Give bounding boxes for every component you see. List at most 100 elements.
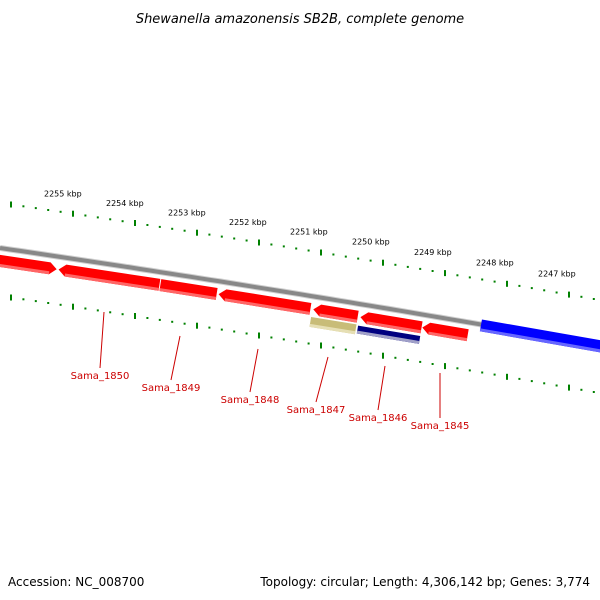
inner-scale-tick bbox=[419, 360, 422, 363]
gene-label[interactable]: Sama_1846 bbox=[349, 413, 408, 424]
outer-scale-tick bbox=[22, 205, 25, 208]
inner-scale-tick bbox=[394, 356, 397, 359]
gene-labels: Sama_1850Sama_1849Sama_1848Sama_1847Sama… bbox=[71, 311, 470, 432]
inner-scale-tick bbox=[146, 317, 149, 319]
inner-scale-tick bbox=[282, 338, 285, 341]
inner-scale-tick bbox=[72, 303, 74, 310]
cds-sama-1845 bbox=[422, 322, 469, 342]
gene-label[interactable]: Sama_1845 bbox=[411, 421, 470, 432]
inner-scale-tick bbox=[233, 330, 236, 333]
gene-leader-line bbox=[99, 311, 105, 369]
outer-scale-tick bbox=[406, 265, 409, 268]
outer-scale-tick bbox=[357, 257, 360, 260]
inner-scale-tick bbox=[382, 352, 384, 359]
cds-sama-1850 bbox=[58, 264, 161, 291]
outer-scale-tick bbox=[369, 259, 372, 262]
outer-scale-tick bbox=[258, 239, 260, 246]
outer-scale-tick bbox=[270, 243, 273, 246]
kbp-label: 2247 kbp bbox=[538, 269, 576, 278]
kbp-labels: 2255 kbp 2254 kbp 2253 kbp 2252 kbp 2251 kbp… bbox=[44, 190, 576, 279]
gene-label[interactable]: Sama_1849 bbox=[142, 383, 201, 394]
inner-scale-tick bbox=[320, 342, 322, 349]
inner-scale-tick bbox=[481, 371, 484, 374]
kbp-label: 2250 kbp bbox=[352, 238, 390, 247]
kbp-label: 2253 kbp bbox=[168, 208, 206, 217]
genome-summary-text: Topology: circular; Length: 4,306,142 bp… bbox=[259, 575, 590, 589]
kbp-label: 2249 kbp bbox=[414, 248, 452, 257]
outer-scale-tick bbox=[506, 280, 508, 287]
scale-ticks bbox=[10, 201, 595, 393]
inner-scale-tick bbox=[555, 384, 558, 387]
cds-sama-1846 bbox=[360, 312, 423, 334]
gene-label[interactable]: Sama_1847 bbox=[287, 405, 346, 416]
outer-scale-tick bbox=[456, 274, 459, 277]
inner-scale-tick bbox=[518, 377, 521, 380]
genome-title: Shewanella amazonensis SB2B, complete ge… bbox=[136, 12, 464, 27]
inner-scale-tick bbox=[109, 311, 112, 314]
inner-scale-tick bbox=[84, 307, 87, 310]
inner-scale-tick bbox=[506, 373, 508, 380]
kbp-label: 2255 kbp bbox=[44, 190, 82, 199]
outer-scale-tick bbox=[134, 220, 136, 226]
inner-scale-tick bbox=[258, 332, 260, 339]
inner-scale-tick bbox=[568, 384, 570, 391]
outer-scale-tick bbox=[109, 218, 112, 221]
gene-label[interactable]: Sama_1850 bbox=[71, 371, 130, 382]
outer-scale-tick bbox=[568, 291, 570, 298]
inner-scale-tick bbox=[22, 298, 25, 301]
outer-scale-tick bbox=[592, 298, 595, 300]
gene-leader-line bbox=[377, 365, 386, 411]
outer-scale-tick bbox=[332, 253, 335, 256]
inner-scale-tick bbox=[121, 313, 124, 316]
inner-scale-tick bbox=[344, 348, 347, 351]
outer-scale-tick bbox=[196, 229, 198, 236]
outer-scale-tick bbox=[382, 259, 384, 266]
inner-scale-tick bbox=[468, 369, 471, 372]
outer-scale-tick bbox=[282, 245, 285, 248]
inner-scale-tick bbox=[34, 300, 37, 303]
outer-scale-tick bbox=[555, 291, 558, 294]
inner-scale-tick bbox=[456, 367, 459, 370]
outer-scale-tick bbox=[320, 249, 322, 256]
gene-leader-line bbox=[249, 348, 259, 393]
inner-scale-tick bbox=[208, 326, 211, 329]
outer-scale-tick bbox=[233, 237, 236, 240]
cds-sama-1850-left bbox=[0, 254, 57, 275]
outer-scale-tick bbox=[34, 207, 37, 210]
outer-scale-tick bbox=[307, 249, 310, 252]
inner-scale-tick bbox=[134, 313, 136, 319]
outer-scale-tick bbox=[158, 225, 161, 228]
feature-blue bbox=[479, 319, 600, 353]
outer-scale-tick bbox=[10, 201, 12, 208]
inner-scale-tick bbox=[196, 322, 198, 329]
kbp-label: 2248 kbp bbox=[476, 259, 514, 268]
outer-scale-tick bbox=[96, 216, 99, 219]
gene-leader-line bbox=[315, 356, 329, 403]
outer-scale-tick bbox=[47, 209, 50, 211]
feature-tan bbox=[309, 316, 357, 335]
cds-sama-1847 bbox=[313, 304, 359, 323]
inner-scale-tick bbox=[183, 322, 186, 325]
inner-scale-tick bbox=[580, 388, 583, 391]
outer-scale-tick bbox=[171, 227, 174, 230]
outer-scale-tick bbox=[121, 220, 124, 223]
inner-scale-tick bbox=[493, 373, 496, 376]
outer-scale-tick bbox=[146, 224, 149, 226]
feature-navy bbox=[356, 325, 421, 344]
inner-scale-tick bbox=[530, 380, 533, 383]
outer-scale-tick bbox=[84, 214, 87, 217]
outer-scale-tick bbox=[431, 270, 434, 272]
inner-scale-tick bbox=[431, 363, 434, 365]
outer-scale-tick bbox=[220, 235, 223, 238]
outer-scale-tick bbox=[344, 255, 347, 258]
gene-label[interactable]: Sama_1848 bbox=[221, 395, 280, 406]
inner-scale-tick bbox=[543, 382, 546, 385]
inner-scale-tick bbox=[332, 346, 335, 349]
outer-scale-tick bbox=[481, 278, 484, 281]
inner-scale-tick bbox=[158, 318, 161, 321]
inner-scale-tick bbox=[96, 309, 99, 312]
inner-scale-tick bbox=[444, 363, 446, 370]
inner-scale-tick bbox=[357, 350, 360, 353]
inner-scale-tick bbox=[245, 332, 248, 335]
